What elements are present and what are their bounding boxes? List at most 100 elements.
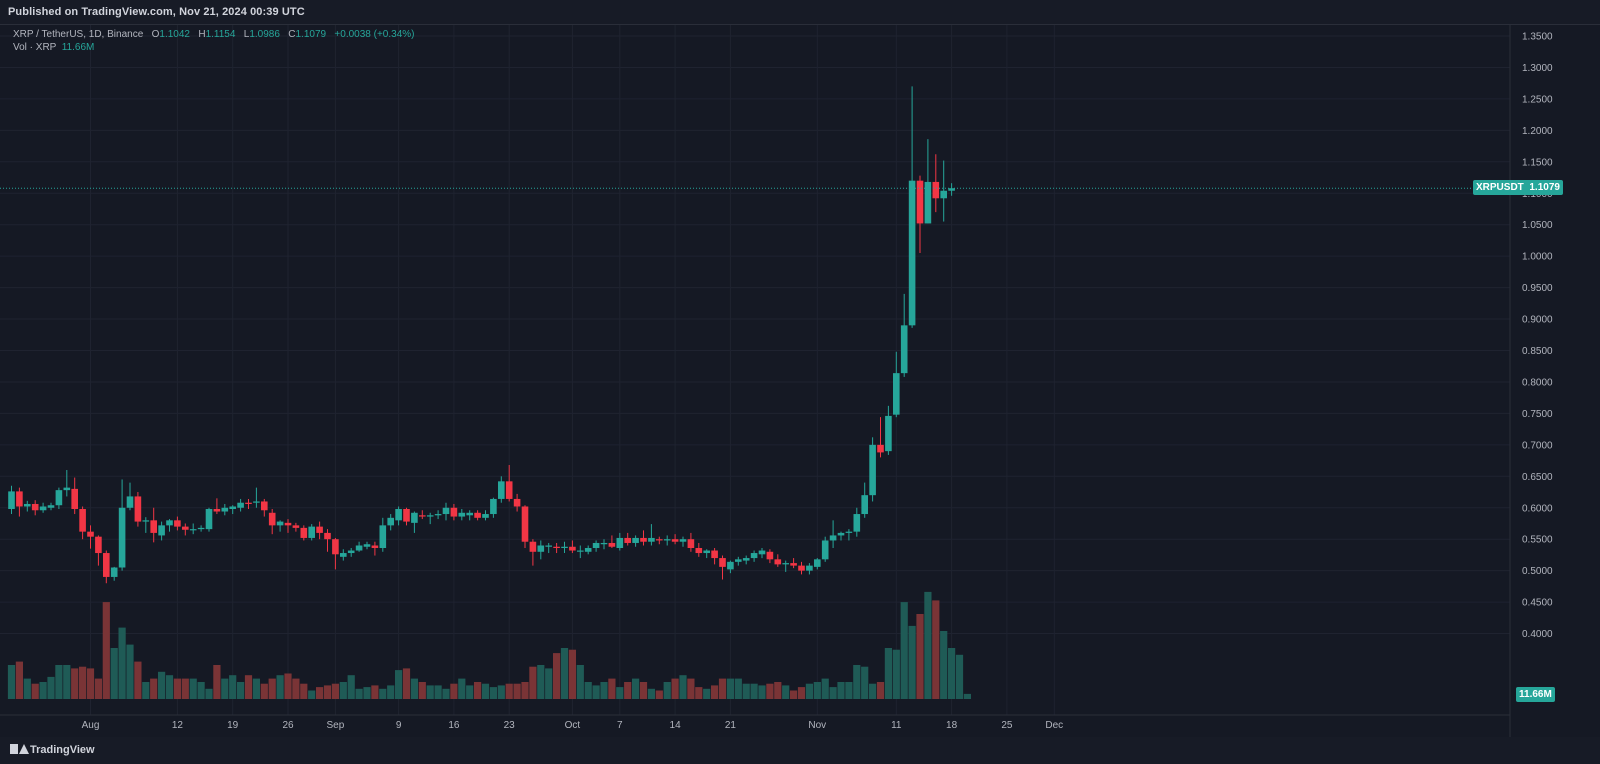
volume-bar bbox=[703, 688, 711, 699]
candle-body bbox=[877, 444, 884, 453]
candle-body bbox=[640, 537, 647, 542]
candle-body bbox=[600, 542, 608, 545]
volume-bar bbox=[189, 678, 197, 699]
volume-bar bbox=[932, 600, 940, 699]
time-tick-label: Aug bbox=[82, 720, 100, 731]
candle-body bbox=[735, 559, 742, 562]
candle-body bbox=[513, 498, 521, 507]
candlestick-chart[interactable]: 1.35001.30001.25001.20001.15001.10001.05… bbox=[0, 25, 1600, 737]
volume-bar bbox=[150, 678, 158, 699]
candle-body bbox=[16, 491, 23, 507]
candle-body bbox=[387, 517, 394, 526]
volume-bar bbox=[766, 683, 774, 699]
volume-bar bbox=[750, 683, 758, 699]
price-tick-label: 1.2000 bbox=[1522, 126, 1553, 137]
volume-bar bbox=[110, 648, 118, 699]
volume-bar bbox=[529, 666, 537, 699]
volume-bar bbox=[948, 648, 956, 699]
published-text: Published on TradingView.com, Nov 21, 20… bbox=[8, 6, 305, 18]
candle-body bbox=[134, 496, 142, 522]
candle-body bbox=[442, 507, 450, 515]
price-tick-label: 0.8500 bbox=[1522, 346, 1553, 357]
open-value: 1.1042 bbox=[159, 29, 190, 40]
volume-bar bbox=[276, 675, 284, 699]
price-tick-label: 0.9000 bbox=[1522, 315, 1553, 326]
time-tick-label: 23 bbox=[504, 720, 516, 731]
volume-bar bbox=[624, 682, 632, 699]
volume-bar bbox=[418, 682, 426, 699]
time-tick-label: Nov bbox=[808, 720, 826, 731]
price-tick-label: 1.3500 bbox=[1522, 32, 1553, 43]
candle-body bbox=[458, 512, 466, 517]
volume-bar bbox=[505, 683, 513, 699]
volume-bar bbox=[355, 688, 363, 699]
candle-body bbox=[529, 541, 537, 552]
price-tick-label: 0.5500 bbox=[1522, 535, 1553, 546]
candle-body bbox=[742, 558, 750, 561]
chart-legend: XRP / TetherUS, 1D, Binance O1.1042 H1.1… bbox=[13, 28, 414, 54]
close-label: C bbox=[288, 29, 296, 40]
candle-body bbox=[648, 537, 655, 542]
volume-bar bbox=[711, 685, 719, 699]
volume-bar bbox=[426, 685, 434, 699]
volume-bar bbox=[869, 683, 877, 699]
candle-body bbox=[166, 520, 173, 526]
volume-bar bbox=[458, 678, 466, 699]
volume-label[interactable]: Vol · XRP bbox=[13, 42, 57, 53]
volume-bar bbox=[450, 683, 458, 699]
last-price-tag: XRPUSDT 1.1079 bbox=[1473, 180, 1563, 196]
candle-body bbox=[584, 548, 592, 552]
price-tick-label: 0.6500 bbox=[1522, 472, 1553, 483]
volume-bar bbox=[300, 683, 308, 699]
candle-body bbox=[63, 487, 71, 491]
candle-body bbox=[395, 509, 402, 521]
volume-bar bbox=[497, 685, 505, 699]
time-tick-label: 19 bbox=[227, 720, 239, 731]
volume-bar bbox=[316, 687, 324, 699]
candle-body bbox=[616, 537, 624, 549]
symbol-label[interactable]: XRP / TetherUS, 1D, Binance bbox=[13, 29, 144, 40]
tradingview-logo[interactable]: TradingView bbox=[10, 737, 95, 764]
candle-body bbox=[924, 181, 932, 224]
volume-bar bbox=[632, 678, 640, 699]
volume-bar bbox=[900, 602, 908, 699]
candle-body bbox=[821, 540, 829, 560]
candle-body bbox=[182, 526, 189, 530]
candle-body bbox=[490, 498, 497, 515]
chart-area[interactable]: 1.35001.30001.25001.20001.15001.10001.05… bbox=[0, 24, 1600, 738]
footer: TradingView bbox=[0, 737, 1600, 764]
volume-bar bbox=[15, 661, 23, 699]
volume-bar bbox=[165, 675, 174, 699]
candle-body bbox=[253, 501, 260, 503]
candle-body bbox=[948, 188, 955, 191]
volume-bar bbox=[576, 665, 584, 699]
volume-bar bbox=[395, 670, 403, 699]
volume-bar bbox=[118, 627, 126, 699]
volume-bar bbox=[734, 678, 742, 699]
candle-body bbox=[308, 526, 315, 538]
price-tick-label: 1.3000 bbox=[1522, 63, 1553, 74]
time-tick-label: 12 bbox=[172, 720, 184, 731]
time-tick-label: Dec bbox=[1045, 720, 1063, 731]
volume-bar bbox=[687, 678, 695, 699]
candle-body bbox=[671, 539, 679, 542]
time-tick-label: 18 bbox=[946, 720, 958, 731]
price-tick-label: 0.4500 bbox=[1522, 598, 1553, 609]
low-value: 1.0986 bbox=[249, 29, 280, 40]
volume-bar bbox=[31, 683, 39, 699]
candle-body bbox=[39, 506, 47, 511]
volume-bar bbox=[671, 678, 679, 699]
volume-bar bbox=[584, 682, 592, 699]
volume-bar bbox=[742, 683, 750, 699]
volume-bar bbox=[268, 678, 276, 699]
volume-bar bbox=[244, 675, 253, 699]
candle-body bbox=[411, 512, 418, 523]
candle-body bbox=[806, 565, 813, 571]
candle-body bbox=[79, 509, 86, 532]
volume-bar bbox=[308, 690, 316, 699]
candle-body bbox=[750, 553, 758, 559]
volume-bar bbox=[221, 678, 229, 699]
volume-bar bbox=[805, 683, 813, 699]
candle-body bbox=[505, 481, 513, 499]
candle-body bbox=[885, 415, 892, 452]
